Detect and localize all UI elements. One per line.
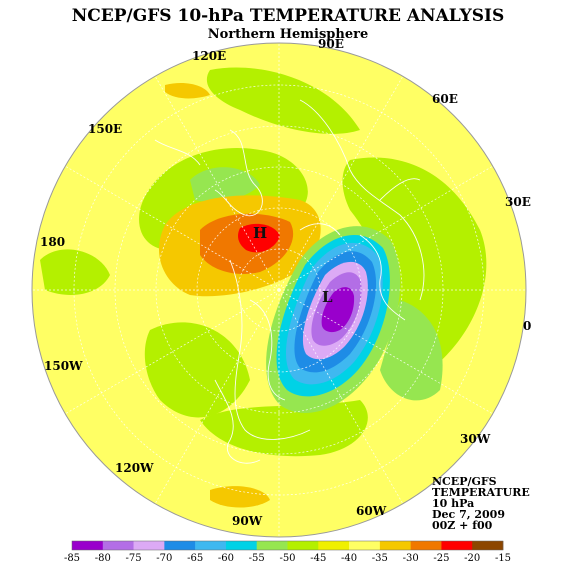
colorbar-tick-label: -15: [495, 553, 511, 564]
info-line-level: 10 hPa: [432, 497, 475, 510]
colorbar-swatch: [72, 541, 104, 550]
colorbar-swatch: [256, 541, 288, 550]
colorbar-swatch: [441, 541, 473, 550]
colorbar-tick-label: -20: [464, 553, 480, 564]
colorbar-swatch: [133, 541, 165, 550]
colorbar-tick-label: -65: [187, 553, 203, 564]
colorbar-tick-label: -50: [279, 553, 295, 564]
lon-label-90w: 90W: [232, 514, 263, 528]
info-line-variable: TEMPERATURE: [432, 486, 530, 499]
colorbar-outline: [71, 540, 504, 551]
colorbar-swatch: [410, 541, 442, 550]
map-title: NCEP/GFS 10-hPa TEMPERATURE ANALYSIS: [71, 6, 505, 26]
info-box: NCEP/GFS TEMPERATURE 10 hPa Dec 7, 2009 …: [432, 476, 530, 531]
colorbar-swatch: [472, 541, 504, 550]
colorbar-swatch: [318, 541, 350, 550]
colorbar-swatch: [349, 541, 381, 550]
lon-label-60w: 60W: [356, 504, 387, 518]
colorbar-tick-label: -85: [64, 553, 80, 564]
lon-label-180: 180: [40, 235, 65, 249]
lon-label-120w: 120W: [115, 461, 154, 475]
lon-label-0: 0: [523, 319, 531, 333]
map-subtitle: Northern Hemisphere: [207, 27, 369, 42]
lon-label-30e: 30E: [505, 195, 531, 209]
colorbar-swatch: [225, 541, 258, 550]
colorbar-swatch: [164, 541, 196, 550]
colorbar-tick-label: -35: [372, 553, 388, 564]
temperature-field: [32, 43, 526, 537]
colorbar-tick-label: -70: [156, 553, 172, 564]
graticule: [32, 43, 526, 537]
low-center-label: L: [322, 288, 333, 306]
colorbar-tick-label: -80: [95, 553, 111, 564]
colorbar-tick-label: -75: [126, 553, 142, 564]
colorbar-tick-label: -40: [341, 553, 357, 564]
lon-label-30w: 30W: [460, 432, 491, 446]
coastlines: [154, 99, 425, 464]
lon-label-150w: 150W: [44, 359, 83, 373]
info-line-time: 00Z + f00: [432, 519, 493, 532]
colorbar-tick-label: -55: [249, 553, 265, 564]
lon-label-60e: 60E: [432, 92, 458, 106]
colorbar-swatch: [379, 541, 411, 550]
lon-label-90e: 90E: [318, 37, 344, 51]
info-line-date: Dec 7, 2009: [432, 508, 505, 521]
lon-label-120e: 120E: [192, 49, 226, 63]
colorbar-swatch: [287, 541, 319, 550]
colorbar-swatch: [102, 541, 134, 550]
colorbar-swatch: [195, 541, 227, 550]
colorbar-tick-label: -25: [433, 553, 449, 564]
lon-label-150e: 150E: [88, 122, 122, 136]
high-center-label: H: [253, 224, 267, 242]
info-line-model: NCEP/GFS: [432, 475, 497, 488]
colorbar-tick-label: -60: [218, 553, 234, 564]
colorbar-tick-label: -45: [310, 553, 326, 564]
colorbar-tick-label: -30: [403, 553, 419, 564]
